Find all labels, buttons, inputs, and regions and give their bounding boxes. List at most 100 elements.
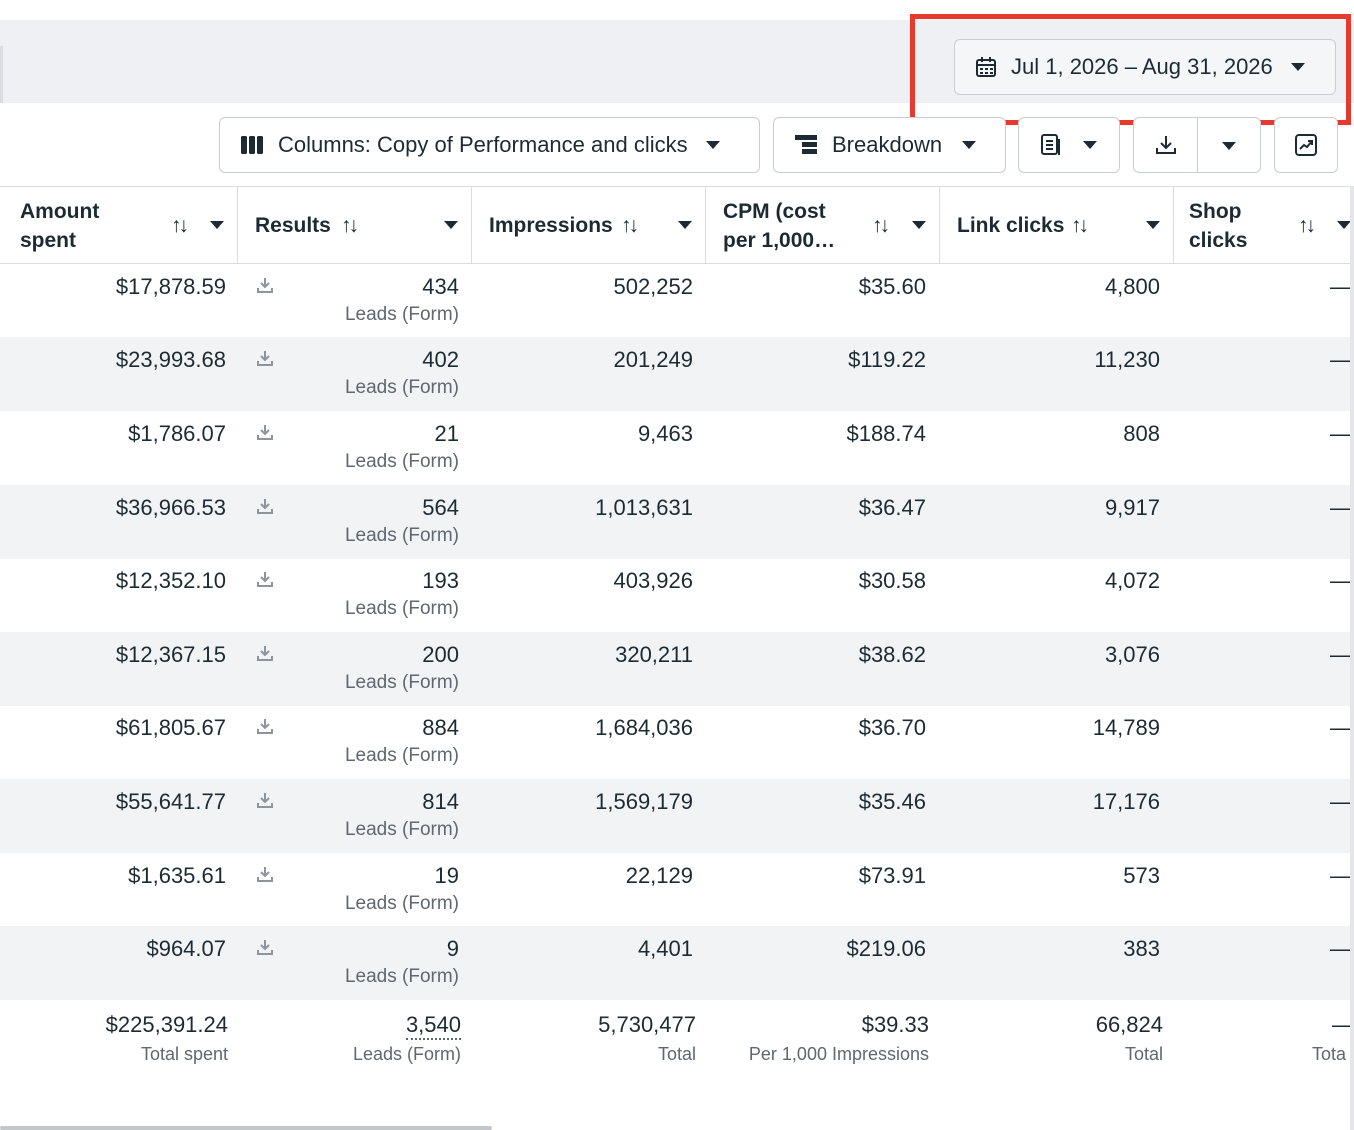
cpm-cell: $73.91 — [858, 863, 926, 888]
total-results[interactable]: 3,540 — [405, 1012, 461, 1040]
chevron-down-icon[interactable] — [678, 221, 692, 229]
divider — [1197, 118, 1198, 172]
table-row[interactable]: $23,993.68 402 Leads (Form) 201,249 $119.22 1… — [0, 337, 1354, 411]
column-header-label: CPM (cost per 1,000… — [723, 200, 836, 252]
shop-clicks-cell: — — [1330, 495, 1352, 520]
table-row[interactable]: $964.07 9 Leads (Form) 4,401 $219.06 383 — — [0, 926, 1354, 1000]
cpm-cell: $188.74 — [846, 421, 926, 446]
cpm-cell: $30.58 — [858, 568, 926, 593]
table-row[interactable]: $36,966.53 564 Leads (Form) 1,013,631 $36.47… — [0, 485, 1354, 559]
table-row[interactable]: $61,805.67 884 Leads (Form) 1,684,036 $36.70… — [0, 705, 1354, 779]
chevron-down-icon[interactable] — [444, 221, 458, 229]
cpm-cell: $35.60 — [858, 274, 926, 299]
table-row[interactable]: $1,635.61 19 Leads (Form) 22,129 $73.91 573 — — [0, 853, 1354, 927]
table-row[interactable]: $17,878.59 434 Leads (Form) 502,252 $35.60 4,… — [0, 264, 1354, 338]
impressions-cell: 320,211 — [615, 642, 693, 667]
amount-spent-cell: $1,786.07 — [128, 421, 226, 446]
view-charts-button[interactable] — [1274, 117, 1338, 173]
column-header-label: Link clicks — [957, 214, 1065, 237]
sort-icon[interactable]: ↑↓ — [621, 214, 639, 237]
download-icon[interactable] — [256, 276, 274, 299]
chevron-down-icon[interactable] — [1146, 221, 1160, 229]
results-cell: 9 — [446, 936, 459, 961]
table-row[interactable]: $12,367.15 200 Leads (Form) 320,211 $38.62 3,… — [0, 632, 1354, 706]
cpm-cell: $36.70 — [858, 715, 926, 740]
cpm-cell: $36.47 — [858, 495, 926, 520]
results-type-label: Leads (Form) — [344, 451, 459, 472]
columns-button[interactable]: Columns: Copy of Performance and clicks — [219, 117, 760, 173]
link-clicks-cell: 4,800 — [1104, 274, 1160, 299]
amount-spent-cell: $1,635.61 — [128, 863, 226, 888]
link-clicks-cell: 808 — [1123, 421, 1160, 446]
results-type-label: Leads (Form) — [344, 672, 459, 693]
column-header-shop-clicks[interactable]: Shop clicks ↑↓ — [1174, 187, 1354, 263]
amount-spent-cell: $23,993.68 — [115, 347, 226, 372]
column-header-impressions[interactable]: Impressions ↑↓ — [472, 187, 706, 263]
impressions-cell: 9,463 — [637, 421, 693, 446]
link-clicks-cell: 9,917 — [1104, 495, 1160, 520]
download-icon[interactable] — [256, 349, 274, 372]
sort-icon[interactable]: ↑↓ — [1298, 214, 1316, 237]
results-cell: 200 — [422, 642, 459, 667]
shop-clicks-cell: — — [1330, 568, 1352, 593]
total-results-label: Leads (Form) — [352, 1044, 461, 1064]
total-cpm-label: Per 1,000 Impressions — [748, 1044, 929, 1064]
download-icon[interactable] — [256, 423, 274, 446]
link-clicks-cell: 383 — [1123, 936, 1160, 961]
shop-clicks-cell: — — [1330, 421, 1352, 446]
total-impressions: 5,730,477 — [598, 1012, 696, 1037]
reports-button[interactable] — [1018, 117, 1120, 173]
total-impressions-label: Total — [657, 1044, 696, 1064]
download-icon[interactable] — [256, 791, 274, 814]
sort-icon[interactable]: ↑↓ — [341, 214, 359, 237]
top-bar-edge — [0, 46, 3, 103]
calendar-icon — [976, 57, 996, 77]
amount-spent-cell: $12,367.15 — [115, 642, 226, 667]
export-options-chevron-down-icon[interactable] — [1222, 142, 1236, 150]
column-header-link-clicks[interactable]: Link clicks ↑↓ — [940, 187, 1174, 263]
chevron-down-icon — [705, 141, 720, 149]
download-icon[interactable] — [256, 717, 274, 740]
date-range-picker[interactable]: Jul 1, 2026 – Aug 31, 2026 — [954, 39, 1336, 95]
download-icon[interactable] — [256, 865, 274, 888]
column-header-cpm[interactable]: CPM (cost per 1,000… ↑↓ — [706, 187, 940, 263]
chevron-down-icon — [962, 141, 977, 149]
table-row[interactable]: $12,352.10 193 Leads (Form) 403,926 $30.58 4,… — [0, 558, 1354, 632]
sort-icon[interactable]: ↑↓ — [872, 214, 890, 237]
table-row[interactable]: $55,641.77 814 Leads (Form) 1,569,179 $35.46… — [0, 779, 1354, 853]
link-clicks-cell: 14,789 — [1092, 715, 1160, 740]
vertical-scrollbar-track[interactable] — [1350, 186, 1354, 1130]
results-cell: 814 — [422, 789, 459, 814]
download-icon[interactable] — [256, 644, 274, 667]
total-amount-label: Total spent — [140, 1044, 228, 1064]
breakdown-button[interactable]: Breakdown — [773, 117, 1006, 173]
column-header-amount-spent[interactable]: Amount spent ↑↓ — [0, 187, 238, 263]
horizontal-scrollbar[interactable] — [0, 1126, 492, 1130]
results-type-label: Leads (Form) — [344, 893, 459, 914]
download-icon[interactable] — [256, 938, 274, 961]
results-type-label: Leads (Form) — [344, 745, 459, 766]
total-link-clicks-label: Total — [1124, 1044, 1163, 1064]
sort-icon[interactable]: ↑↓ — [1071, 214, 1089, 237]
results-cell: 434 — [422, 274, 459, 299]
amount-spent-cell: $964.07 — [146, 936, 226, 961]
table-row[interactable]: $1,786.07 21 Leads (Form) 9,463 $188.74 808 — — [0, 411, 1354, 485]
shop-clicks-cell: — — [1330, 936, 1352, 961]
breakdown-icon — [795, 135, 817, 154]
amount-spent-cell: $12,352.10 — [115, 568, 226, 593]
link-clicks-cell: 17,176 — [1092, 789, 1160, 814]
shop-clicks-cell: — — [1330, 274, 1352, 299]
sort-icon[interactable]: ↑↓ — [171, 214, 189, 237]
total-shop-clicks: — — [1332, 1012, 1354, 1037]
reports-icon — [1041, 134, 1060, 155]
export-button[interactable] — [1154, 133, 1178, 163]
chevron-down-icon[interactable] — [912, 221, 926, 229]
download-icon[interactable] — [256, 570, 274, 593]
chevron-down-icon[interactable] — [1337, 221, 1351, 229]
chevron-down-icon[interactable] — [210, 221, 224, 229]
download-icon[interactable] — [256, 497, 274, 520]
column-header-results[interactable]: Results ↑↓ — [238, 187, 472, 263]
impressions-cell: 201,249 — [613, 347, 693, 372]
shop-clicks-cell: — — [1330, 863, 1352, 888]
shop-clicks-cell: — — [1330, 715, 1352, 740]
